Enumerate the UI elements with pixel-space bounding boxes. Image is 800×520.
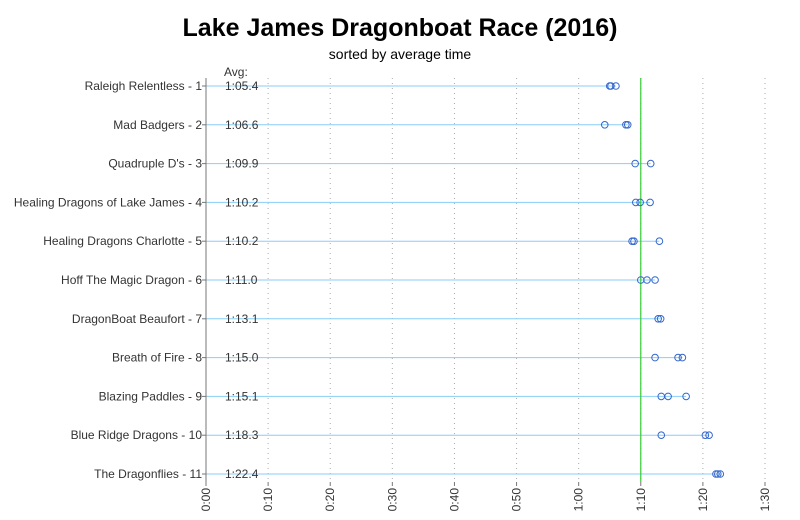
data-point [646, 159, 655, 168]
data-point [655, 237, 664, 245]
avg-time-label: 1:15.1 [225, 389, 259, 403]
avg-time-label: 1:11.0 [225, 273, 258, 287]
team-label: DragonBoat Beaufort - 7 [72, 312, 202, 326]
data-point [656, 315, 665, 323]
team-label: Hoff The Magic Dragon - 6 [61, 273, 202, 287]
data-point [705, 431, 713, 440]
rows-layer [206, 85, 721, 475]
data-point [623, 121, 632, 129]
data-point [654, 315, 662, 323]
x-tick-label: 1:10 [634, 488, 648, 512]
data-point [607, 82, 615, 90]
x-tick-label: 0:10 [261, 488, 275, 512]
avg-header: Avg: [224, 65, 248, 79]
data-point [701, 431, 710, 440]
chart-subtitle: sorted by average time [328, 46, 472, 62]
points-layer [600, 82, 725, 478]
team-label: Blue Ridge Dragons - 10 [71, 428, 203, 442]
data-point [678, 353, 687, 362]
team-label: The Dragonflies - 11 [94, 467, 202, 481]
avg-time-label: 1:15.0 [225, 351, 259, 365]
avg-time-label: 1:13.1 [225, 312, 259, 326]
data-point [713, 470, 722, 478]
avg-time-label: 1:10.2 [225, 195, 259, 209]
data-point [636, 198, 644, 207]
team-label: Healing Dragons Charlotte - 5 [43, 234, 202, 248]
team-label: Quadruple D's - 3 [108, 157, 202, 171]
team-label: Mad Badgers - 2 [113, 118, 202, 132]
data-point [657, 431, 666, 440]
data-point [716, 470, 725, 478]
chart-title: Lake James Dragonboat Race (2016) [182, 14, 618, 42]
avg-time-label: 1:18.3 [225, 428, 259, 442]
data-point [682, 392, 690, 401]
data-point [612, 82, 620, 90]
team-label: Breath of Fire - 8 [112, 351, 202, 365]
team-label: Blazing Paddles - 9 [99, 389, 203, 403]
avg-time-label: 1:10.2 [225, 234, 259, 248]
data-point [632, 198, 640, 207]
x-tick-label: 0:20 [323, 488, 337, 512]
x-tick-label: 1:30 [758, 488, 772, 512]
team-label: Raleigh Relentless - 1 [85, 79, 203, 93]
team-label: Healing Dragons of Lake James - 4 [14, 195, 202, 209]
avg-time-label: 1:22.4 [225, 467, 259, 481]
x-tick-label: 0:30 [385, 488, 399, 512]
avg-time-label: 1:06.6 [225, 118, 259, 132]
data-point [651, 276, 659, 284]
x-tick-label: 0:40 [447, 488, 461, 512]
data-point [664, 392, 672, 401]
data-point [646, 198, 654, 207]
avg-time-label: 1:05.4 [225, 79, 259, 93]
data-point [631, 159, 639, 168]
x-tick-label: 1:20 [696, 488, 710, 512]
data-point [651, 353, 659, 362]
x-axis: 0:00 0:10 0:20 0:30 0:40 0:50 1:00 1:10 1:20 1:30 [199, 78, 772, 511]
x-tick-label: 0:50 [510, 488, 524, 512]
x-tick-label: 1:00 [572, 488, 586, 512]
data-point [600, 121, 609, 129]
data-point [643, 276, 651, 284]
data-point [630, 237, 638, 245]
data-point [674, 353, 682, 362]
avg-time-label: 1:09.9 [225, 157, 259, 171]
labels-layer: Avg: Raleigh Relentless - 1 1:05.4 Mad Badg… [14, 65, 259, 481]
x-tick-label: 0:00 [199, 488, 213, 512]
